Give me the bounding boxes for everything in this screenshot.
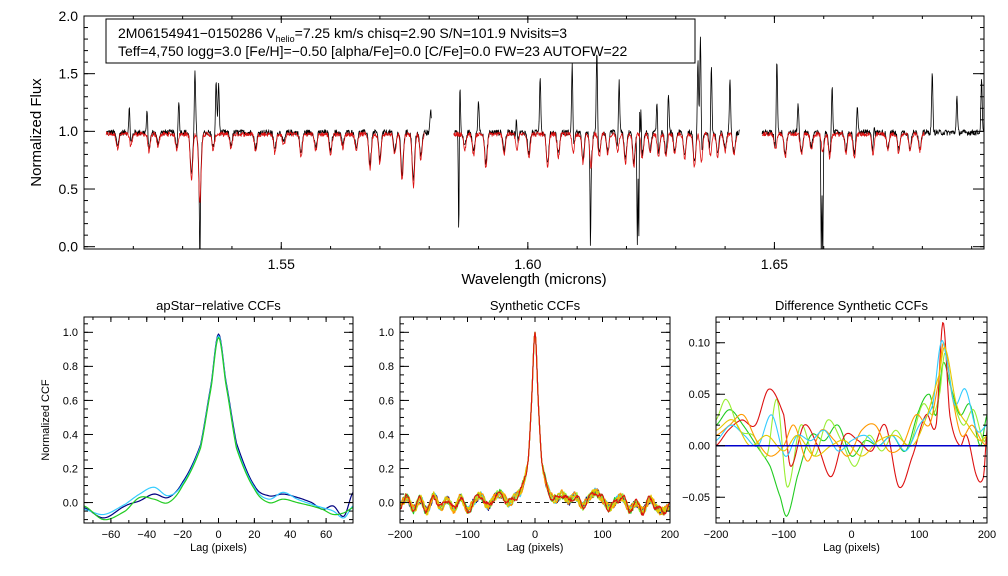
synthetic-ccf-navy <box>400 331 670 515</box>
x-tick-label: 200 <box>978 529 996 541</box>
synthetic-ccf-red <box>400 331 670 517</box>
difference-ccf-green <box>716 361 987 517</box>
difference-ccf-lime <box>716 352 987 488</box>
difference-ccf-yellow <box>716 346 987 457</box>
y-tick-label: 0.8 <box>63 361 78 373</box>
x-tick-label: 60 <box>320 529 332 541</box>
ccf-series-green <box>84 336 353 521</box>
x-axis-label: Lag (pixels) <box>823 542 880 554</box>
observed-spectrum-segment <box>761 63 984 249</box>
apstar-ccf-panel: −60 −40 −20 0 20 40 60 0.0 0.2 0.4 0.6 0.8 1.0 Lag (p… <box>40 298 354 554</box>
synthetic-ccf-panel: −200 −100 0 100 200 0.0 0.2 0.4 0.6 0.8 1.0 Lag (pi… <box>379 298 679 554</box>
x-tick-label: 40 <box>284 529 296 541</box>
x-tick-label: −200 <box>704 529 729 541</box>
synthetic-ccf-orange <box>400 331 670 516</box>
spectrum-panel: 1.55 1.60 1.65 0.0 0.5 1.0 1.5 2.0 Wavelength (m… <box>28 8 985 288</box>
synthetic-ccf-cyan <box>400 331 670 514</box>
y-tick-label: 1.0 <box>63 327 78 339</box>
y-tick-label: 0.10 <box>689 338 710 350</box>
x-tick-label: 0 <box>532 529 538 541</box>
x-tick-label: 200 <box>661 529 679 541</box>
observed-spectrum-segment <box>106 70 432 249</box>
y-tick-label: 0.0 <box>63 497 78 509</box>
chart-title: apStar−relative CCFs <box>156 298 281 313</box>
plot-frame <box>399 316 671 524</box>
chart-title: Synthetic CCFs <box>490 298 581 313</box>
x-tick-label: 1.55 <box>268 256 295 272</box>
header-line-1: 2M06154941−0150286 Vhelio=7.25 km/s chis… <box>118 25 567 44</box>
y-tick-label: −0.05 <box>682 492 710 504</box>
x-tick-label: −100 <box>771 529 796 541</box>
y-axis-label: Normalized CCF <box>40 379 52 461</box>
x-tick-label: −60 <box>102 529 121 541</box>
x-tick-label: 20 <box>248 529 260 541</box>
header-line-1-prefix: 2M06154941−0150286 V <box>118 25 276 41</box>
x-tick-label: 100 <box>910 529 928 541</box>
header-line-1-suffix: =7.25 km/s chisq=2.90 S/N=101.9 Nvisits=… <box>295 25 568 41</box>
y-tick-label: 0.2 <box>379 463 394 475</box>
x-tick-label: −20 <box>173 529 192 541</box>
plot-frame <box>83 15 985 250</box>
y-tick-label: 1.5 <box>59 66 79 82</box>
ccf-series-navy <box>84 333 353 519</box>
synthetic-ccf-green <box>400 331 670 516</box>
y-tick-label: 1.0 <box>379 327 394 339</box>
y-tick-label: 0.6 <box>63 395 78 407</box>
y-tick-label: 2.0 <box>59 8 79 24</box>
x-tick-label: 100 <box>593 529 611 541</box>
x-tick-label: −100 <box>455 529 480 541</box>
y-tick-label: 0.2 <box>63 463 78 475</box>
x-tick-label: 0 <box>848 529 854 541</box>
plot-frame <box>83 316 354 524</box>
y-tick-label: 0.6 <box>379 395 394 407</box>
header-line-2: Teff=4,750 logg=3.0 [Fe/H]=−0.50 [alpha/… <box>118 43 627 59</box>
model-spectrum-segment <box>761 131 925 160</box>
chart-title: Difference Synthetic CCFs <box>775 298 928 313</box>
plot-area <box>84 333 353 521</box>
y-tick-label: 0.00 <box>689 441 710 453</box>
difference-ccf-red <box>716 322 987 489</box>
x-tick-label: 0 <box>215 529 221 541</box>
difference-ccf-cyan <box>716 339 987 457</box>
plot-area <box>716 322 987 517</box>
synthetic-ccf-lime <box>400 331 670 516</box>
y-tick-label: 0.4 <box>379 429 394 441</box>
plot-area <box>400 331 670 517</box>
y-tick-label: 1.0 <box>59 123 79 139</box>
model-spectrum-segment <box>105 131 425 203</box>
model-spectrum-segment <box>453 131 738 169</box>
x-axis-label: Lag (pixels) <box>190 542 247 554</box>
header-box: 2M06154941−0150286 Vhelio=7.25 km/s chis… <box>105 18 696 64</box>
ccf-series-cyan <box>84 335 353 519</box>
y-tick-label: 0.0 <box>59 239 79 255</box>
y-tick-label: 0.8 <box>379 361 394 373</box>
plot-frame <box>715 316 988 524</box>
header-line-1-subscript: helio <box>276 34 295 44</box>
y-tick-label: 0.0 <box>379 497 394 509</box>
x-tick-label: 1.65 <box>761 256 788 272</box>
y-tick-label: 0.5 <box>59 181 79 197</box>
x-tick-label: 1.60 <box>514 256 541 272</box>
x-tick-label: −200 <box>388 529 413 541</box>
x-axis-label: Lag (pixels) <box>507 542 564 554</box>
y-axis-label: Normalized Flux <box>28 78 45 187</box>
y-tick-label: 0.05 <box>689 389 710 401</box>
x-tick-label: −40 <box>137 529 156 541</box>
plot-area <box>105 36 984 249</box>
difference-ccf-orange <box>716 342 987 462</box>
y-tick-label: 0.4 <box>63 429 78 441</box>
difference-ccf-panel: −200 −100 0 100 200 −0.05 0.00 0.05 0.10 Lag (pix… <box>682 298 996 554</box>
synthetic-ccf-yellow <box>400 331 670 516</box>
x-axis-label: Wavelength (microns) <box>461 271 606 288</box>
